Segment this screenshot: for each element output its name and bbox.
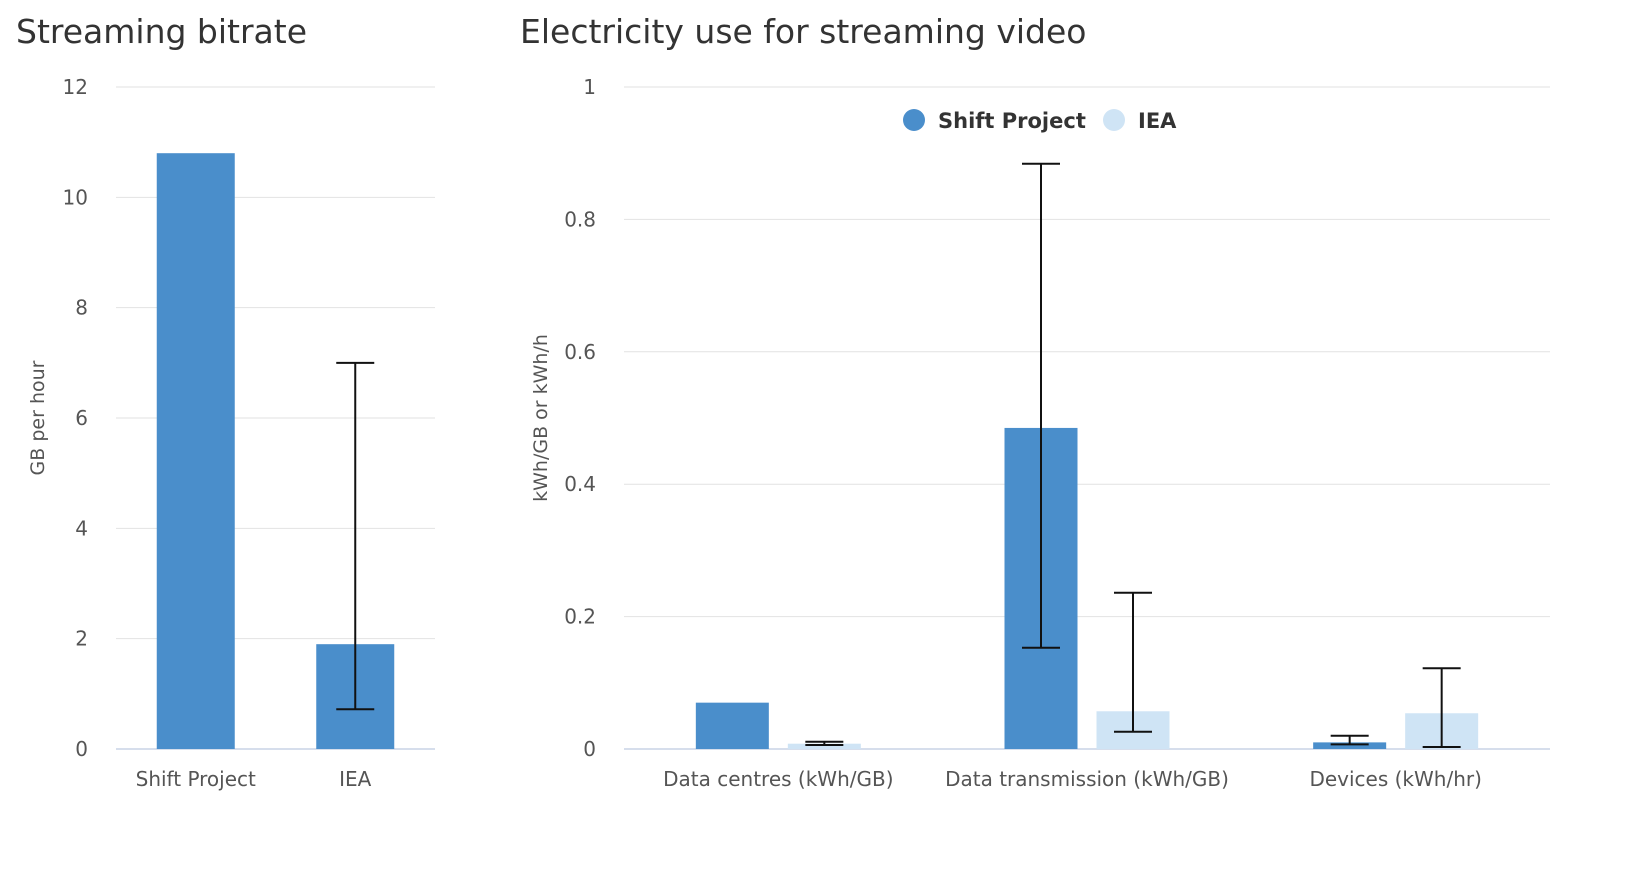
electricity-y-tick-label: 0.4	[564, 472, 596, 496]
bitrate-y-tick-label: 8	[75, 296, 88, 320]
bar-iea-data-centres-kwh-gb	[787, 743, 861, 749]
legend-label-iea: IEA	[1138, 109, 1177, 133]
electricity-y-tick-label: 0.2	[564, 605, 596, 629]
x-tick-label-shift-project: Shift Project	[136, 767, 256, 791]
bitrate-y-tick-label: 6	[75, 406, 88, 430]
legend-label-shift-project: Shift Project	[938, 109, 1086, 133]
chart-title-electricity-use: Electricity use for streaming video	[520, 12, 1087, 51]
electricity-y-tick-label: 0.6	[564, 340, 596, 364]
bitrate-y-tick-label: 0	[75, 737, 88, 761]
bar-shift-project-devices-kwh-hr	[1313, 742, 1387, 749]
x-tick-label-data-transmission-kwh-gb: Data transmission (kWh/GB)	[945, 767, 1229, 791]
x-tick-label-iea: IEA	[339, 767, 372, 791]
electricity-y-tick-label: 0.8	[564, 207, 596, 231]
legend-marker-iea	[1103, 109, 1125, 131]
bar-shift-project-data-centres-kwh-gb	[695, 702, 769, 749]
electricity-y-tick-label: 1	[583, 75, 596, 99]
electricity-y-tick-label: 0	[583, 737, 596, 761]
chart-title-streaming-bitrate: Streaming bitrate	[16, 12, 308, 51]
electricity-y-axis-label: kWh/GB or kWh/h	[530, 334, 552, 502]
legend-marker-shift-project	[903, 109, 925, 131]
bitrate-y-axis-label: GB per hour	[27, 360, 49, 475]
bitrate-y-tick-label: 4	[75, 516, 88, 540]
bitrate-y-tick-label: 12	[63, 75, 88, 99]
x-tick-label-devices-kwh-hr: Devices (kWh/hr)	[1309, 767, 1481, 791]
bitrate-y-tick-label: 2	[75, 627, 88, 651]
x-tick-label-data-centres-kwh-gb: Data centres (kWh/GB)	[663, 767, 893, 791]
bitrate-y-tick-label: 10	[63, 185, 88, 209]
bar-shift-project	[156, 153, 235, 749]
